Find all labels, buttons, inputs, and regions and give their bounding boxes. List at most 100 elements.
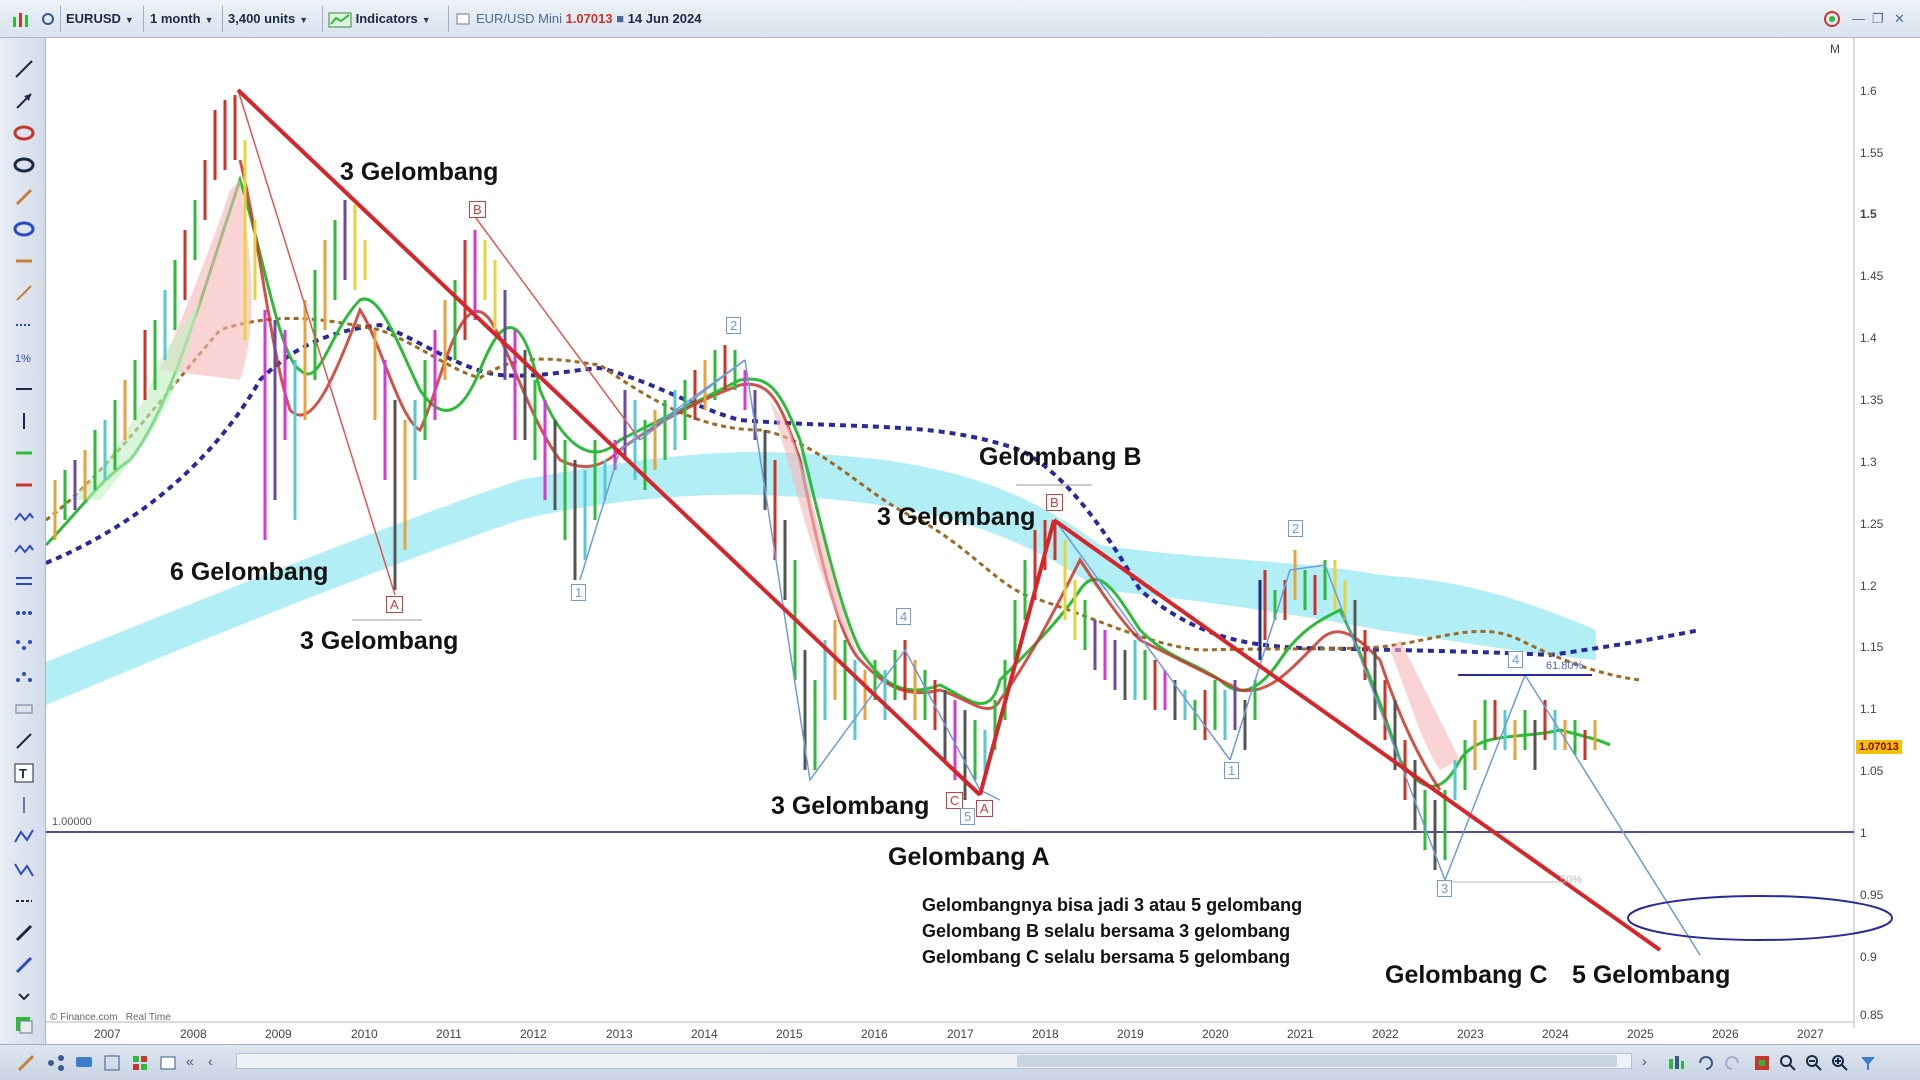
ellipse-outline-tool-icon[interactable] [13,154,35,176]
timeframe-selector[interactable]: 1 month ▼ [150,9,213,29]
marker-tool-icon[interactable] [13,954,35,976]
wave-label-5-2017: 5 [960,808,976,825]
pen-tool-icon[interactable] [13,186,35,208]
zoom-area-icon[interactable] [1778,1053,1798,1073]
chevron-down-icon: ▼ [421,15,431,25]
channel-tool-icon[interactable] [13,250,35,272]
fill-region-3 [1390,640,1460,770]
percent-tool-icon[interactable]: 1% [13,346,35,368]
draw-icon[interactable] [16,1053,36,1073]
eraser-tool-icon[interactable] [13,890,35,912]
wave-label-4-2016: 4 [896,608,912,625]
y-tick: 1.35 [1860,393,1884,407]
zoom-in-icon[interactable] [1830,1053,1850,1073]
collapse-icon[interactable] [13,986,35,1008]
wave-label-a-2017: A [976,800,993,817]
chevron-down-icon: ▼ [124,15,134,25]
pattern-tool-icon-2[interactable] [13,858,35,880]
units-selector[interactable]: 3,400 units ▼ [228,9,308,29]
y-tick: 0.9 [1860,950,1877,964]
sync-icon[interactable] [1820,9,1844,29]
red-line-tool-icon[interactable] [13,474,35,496]
symbol-selector[interactable]: EURUSD ▼ [66,9,134,29]
annotation-3-gelombang-bottom: 3 Gelombang [771,792,930,820]
window-list-icon[interactable] [158,1053,178,1073]
scrollbar-thumb[interactable] [1017,1055,1617,1067]
zoom-out-icon[interactable] [1804,1053,1824,1073]
ichimoku-cloud [46,452,1596,705]
wave-label-b-2018: B [1046,494,1063,511]
x-tick: 2023 [1457,1027,1484,1041]
y-tick: 1.55 [1860,146,1884,160]
bullet-icon: ■ [616,11,625,26]
mode-text: Real Time [125,1012,171,1023]
double-left-icon[interactable]: « [186,1053,194,1069]
wave-label-4-2023: 4 [1508,651,1524,668]
fast-ma-line [44,175,1611,788]
x-tick: 2024 [1542,1027,1569,1041]
y-tick: 1.5 [1860,207,1877,221]
x-tick: 2008 [180,1027,207,1041]
annotation-gelombang-c: Gelombang C [1385,961,1548,989]
arrow-tool-icon[interactable] [13,90,35,112]
line-tool-icon[interactable] [13,58,35,80]
multi-chart-icon[interactable] [130,1053,150,1073]
svg-text:T: T [19,766,27,781]
ellipse-tool-icon[interactable] [13,122,35,144]
pencil-tool-icon[interactable] [13,922,35,944]
redo-icon[interactable] [1722,1053,1742,1073]
elliott-wave-trendlines [236,88,1662,952]
timeframe-label: 1 month [150,11,201,26]
settings-icon[interactable] [40,9,56,29]
wave-label-a-2009: A [386,596,403,613]
dots-tool-icon-3[interactable] [13,666,35,688]
wave-tool-icon-2[interactable] [13,538,35,560]
restore-icon[interactable]: ❐ [1872,11,1884,26]
annotation-5-gelombang: 5 Gelombang [1572,961,1731,989]
note-line-1: Gelombangnya bisa jadi 3 atau 5 gelomban… [922,895,1303,915]
heatmap-icon[interactable] [1752,1053,1772,1073]
undo-icon[interactable] [1696,1053,1716,1073]
candle-settings-icon[interactable] [1666,1053,1686,1073]
ray-tool-icon[interactable] [13,282,35,304]
dots-tool-icon-2[interactable] [13,634,35,656]
filter-icon[interactable] [1858,1053,1878,1073]
annotation-gelombang-a: Gelombang A [888,843,1050,871]
vertical-tool-icon[interactable] [13,794,35,816]
close-icon[interactable]: ✕ [1894,11,1905,26]
share-icon[interactable] [46,1053,66,1073]
hline-tool-icon[interactable] [13,378,35,400]
chart-type-icon[interactable] [10,9,32,29]
layers-icon[interactable] [13,1014,35,1036]
axis-mode-indicator[interactable]: M [1830,42,1840,56]
svg-text:1%: 1% [15,353,31,365]
fib-tool-icon[interactable] [13,570,35,592]
scroll-left-icon[interactable]: ‹ [208,1053,213,1069]
grid-icon[interactable] [102,1053,122,1073]
drawing-toolbar: 1% T [0,38,46,1044]
target-ellipse [1627,895,1893,941]
fill-region-4 [70,300,200,500]
fib-fan-tool-icon[interactable] [13,314,35,336]
indicators-button[interactable]: Indicators ▼ [328,9,431,29]
x-tick: 2011 [436,1027,462,1041]
chat-icon[interactable] [74,1053,94,1073]
horizontal-scrollbar[interactable] [236,1053,1632,1069]
ruler-tool-icon[interactable] [13,698,35,720]
pattern-tool-icon-1[interactable] [13,826,35,848]
x-tick: 2022 [1372,1027,1399,1041]
brush-tool-icon[interactable] [13,730,35,752]
x-tick: 2019 [1117,1027,1144,1041]
scroll-right-icon[interactable]: › [1642,1053,1647,1069]
minimize-icon[interactable]: — [1852,11,1865,26]
vline-tool-icon[interactable] [13,410,35,432]
text-tool-icon[interactable]: T [13,762,35,784]
green-line-tool-icon[interactable] [13,442,35,464]
price-badge: 1.07013 [1856,740,1902,754]
ellipse-blue-tool-icon[interactable] [13,218,35,240]
x-tick: 2025 [1627,1027,1654,1041]
x-tick: 2021 [1287,1027,1314,1041]
dots-tool-icon-1[interactable] [13,602,35,624]
wave-tool-icon-1[interactable] [13,506,35,528]
